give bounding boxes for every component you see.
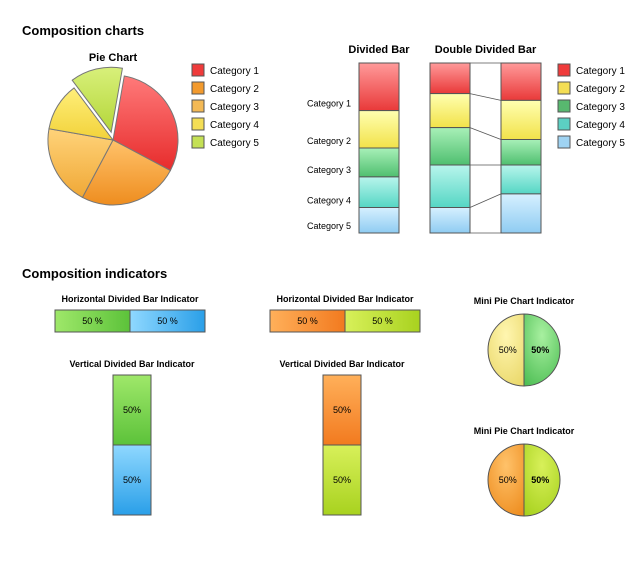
divided-bar-label: Category 3 [307, 165, 351, 175]
divided-bar-seg-2 [359, 111, 399, 148]
vbar2-bottom-label: 50% [333, 475, 351, 485]
double-bar-legend-label: Category 4 [576, 120, 625, 131]
vbar1-bottom-label: 50% [123, 475, 141, 485]
double-bar-seg [430, 165, 470, 208]
double-bar-connector [470, 128, 501, 140]
divided-bar-label: Category 5 [307, 221, 351, 231]
pie-legend-label: Category 4 [210, 120, 259, 131]
double-bar-legend-swatch [558, 136, 570, 148]
double-bar-connector [470, 94, 501, 101]
double-divided-bar-title: Double Divided Bar [435, 44, 537, 56]
pie-legend-swatch [192, 118, 204, 130]
pie-legend-label: Category 2 [210, 84, 259, 95]
vbar1-title: Vertical Divided Bar Indicator [69, 359, 195, 369]
hbar1-left-label: 50 % [82, 316, 103, 326]
double-bar-legend-swatch [558, 118, 570, 130]
mini-pie2-left-label: 50% [499, 475, 517, 485]
divided-bar-title: Divided Bar [348, 44, 410, 56]
pie-legend-swatch [192, 136, 204, 148]
double-bar-seg [430, 63, 470, 94]
double-bar-legend-label: Category 2 [576, 84, 625, 95]
vbar2-top-label: 50% [333, 405, 351, 415]
double-bar-seg [430, 208, 470, 234]
hbar2-right-label: 50 % [372, 316, 393, 326]
divided-bar-seg-3 [359, 148, 399, 177]
double-bar-seg [501, 140, 541, 166]
double-bar-seg [501, 165, 541, 194]
mini-pie1-title: Mini Pie Chart Indicator [474, 296, 575, 306]
hbar2-left-label: 50 % [297, 316, 318, 326]
double-bar-legend-swatch [558, 64, 570, 76]
double-bar-legend-label: Category 1 [576, 66, 625, 77]
double-bar-seg [430, 94, 470, 128]
section-title-charts: Composition charts [22, 23, 144, 38]
double-bar-seg [430, 128, 470, 165]
double-bar-seg [501, 63, 541, 100]
double-bar-seg [501, 194, 541, 233]
hbar1-title: Horizontal Divided Bar Indicator [61, 294, 199, 304]
pie-legend-label: Category 1 [210, 66, 259, 77]
pie-legend-swatch [192, 82, 204, 94]
mini-pie2-right-label: 50% [531, 475, 549, 485]
hbar2-title: Horizontal Divided Bar Indicator [276, 294, 414, 304]
pie-legend-label: Category 5 [210, 138, 259, 149]
divided-bar-label: Category 1 [307, 99, 351, 109]
vbar2-title: Vertical Divided Bar Indicator [279, 359, 405, 369]
double-bar-connector [470, 194, 501, 208]
hbar1-right-label: 50 % [157, 316, 178, 326]
vbar1-top-label: 50% [123, 405, 141, 415]
section-title-indicators: Composition indicators [22, 266, 167, 281]
double-bar-legend-swatch [558, 100, 570, 112]
double-bar-legend-label: Category 5 [576, 138, 625, 149]
pie-legend-label: Category 3 [210, 102, 259, 113]
divided-bar-seg-4 [359, 177, 399, 208]
pie-legend-swatch [192, 64, 204, 76]
pie-legend-swatch [192, 100, 204, 112]
pie-chart-title: Pie Chart [89, 52, 138, 64]
divided-bar-seg-1 [359, 63, 399, 111]
double-bar-legend-swatch [558, 82, 570, 94]
mini-pie1-left-label: 50% [499, 345, 517, 355]
double-bar-seg [501, 100, 541, 139]
mini-pie1-right-label: 50% [531, 345, 549, 355]
divided-bar-seg-5 [359, 208, 399, 234]
double-bar-legend-label: Category 3 [576, 102, 625, 113]
divided-bar-label: Category 4 [307, 196, 351, 206]
divided-bar-label: Category 2 [307, 136, 351, 146]
mini-pie2-title: Mini Pie Chart Indicator [474, 426, 575, 436]
